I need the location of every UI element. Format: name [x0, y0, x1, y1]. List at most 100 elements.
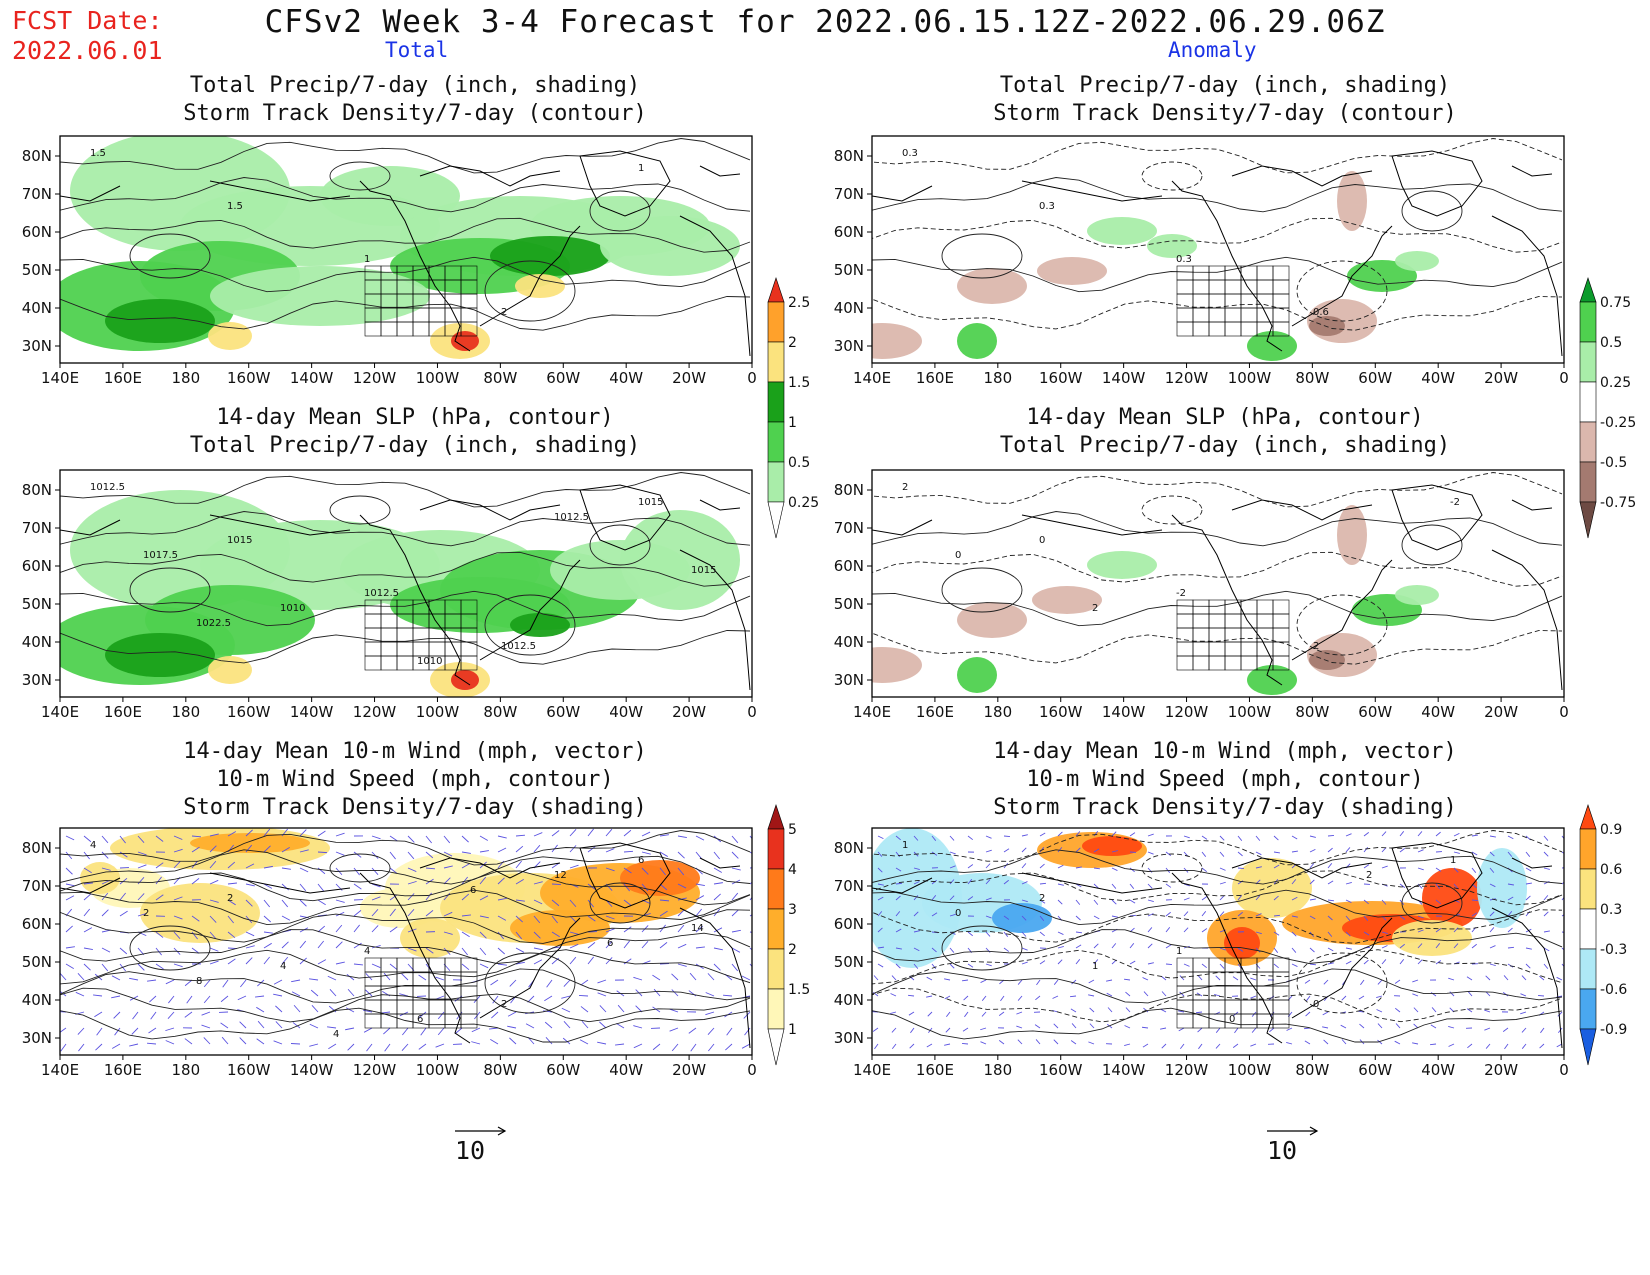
- wind-vector: [1093, 848, 1100, 853]
- wind-vector: [1219, 867, 1226, 871]
- wind-vector: [1219, 895, 1225, 901]
- contour-lines: [60, 472, 751, 665]
- wind-vector: [1417, 831, 1423, 837]
- x-tick-label: 180: [983, 703, 1012, 721]
- contour-loop: [589, 882, 651, 924]
- wind-vector: [1250, 1043, 1257, 1047]
- wind-vector: [569, 864, 579, 869]
- wind-vector: [944, 995, 951, 1000]
- wind-vector: [353, 883, 362, 890]
- wind-vector: [913, 895, 919, 901]
- wind-vector: [1219, 963, 1225, 969]
- x-tick-label: 80W: [483, 369, 517, 387]
- wind-vector: [913, 911, 919, 917]
- wind-vector: [713, 927, 723, 933]
- wind-vector: [371, 867, 379, 875]
- contour-label: 6: [470, 885, 476, 896]
- wind-vector: [1075, 944, 1082, 949]
- wind-vector: [389, 835, 398, 842]
- wind-vector: [1237, 911, 1243, 917]
- wind-vector: [240, 979, 247, 988]
- wind-vector: [677, 963, 687, 967]
- colorbar-label: 2: [788, 335, 797, 351]
- y-tick-label: 30N: [834, 671, 864, 689]
- wind-vector: [1327, 899, 1335, 902]
- shading-region: [510, 910, 610, 946]
- wind-vector: [1075, 831, 1081, 837]
- wind-vector: [245, 957, 253, 965]
- wind-vector: [221, 1036, 229, 1045]
- wind-vector: [1250, 995, 1257, 999]
- wind-vector: [209, 833, 219, 837]
- wind-vector: [1309, 848, 1316, 853]
- wind-vector: [1485, 1043, 1491, 1049]
- x-tick-label: 0: [1559, 1061, 1569, 1079]
- wind-vector: [173, 896, 183, 901]
- wind-vector: [1215, 975, 1221, 981]
- wind-vector: [1165, 911, 1171, 917]
- wind-vector: [749, 963, 752, 968]
- wind-vector: [239, 1021, 247, 1029]
- wind-vector: [490, 1038, 499, 1045]
- wind-vector: [605, 957, 613, 965]
- contour-label: 1010: [417, 656, 442, 667]
- shading-region: [210, 266, 430, 326]
- y-tick-label: 80N: [834, 481, 864, 499]
- coastline: [1511, 499, 1553, 511]
- contour-label: 6: [417, 1014, 423, 1025]
- wind-vector: [641, 883, 649, 892]
- wind-vector: [1359, 1023, 1365, 1029]
- wind-vector: [1201, 963, 1207, 969]
- contour-loop: [129, 925, 211, 971]
- contour-line: [872, 551, 1563, 587]
- wind-vector: [945, 1027, 951, 1033]
- wind-vector: [515, 931, 523, 940]
- wind-vector: [497, 877, 505, 885]
- wind-vector: [599, 1005, 607, 1013]
- contour-lines: [872, 138, 1563, 331]
- wind-vector: [309, 1043, 319, 1047]
- wind-vector: [1057, 946, 1064, 949]
- wind-vector: [1449, 991, 1455, 997]
- wind-vector: [1412, 993, 1419, 997]
- wind-vector: [371, 925, 379, 933]
- wind-vector: [1197, 975, 1203, 981]
- map-panel-precip-anomaly: 0.3 0.3 0.3 0.6 140E 160E 180 160W 140W 120W 100W 8…: [834, 135, 1569, 387]
- wind-vector: [1363, 847, 1369, 853]
- contour-label: 1.5: [227, 201, 243, 212]
- wind-vector: [1142, 977, 1149, 981]
- wind-vector: [931, 879, 937, 885]
- x-tick-label: 0: [747, 1061, 757, 1079]
- contour-line: [872, 889, 1563, 926]
- x-tick-label: 100W: [1228, 1061, 1272, 1079]
- wind-vector: [443, 835, 451, 844]
- wind-vector: [1075, 931, 1083, 934]
- wind-vector: [335, 941, 343, 949]
- wind-vector: [402, 1027, 409, 1036]
- contour-label: 4: [364, 946, 370, 957]
- wind-vector: [507, 1025, 517, 1029]
- wind-vector: [581, 1020, 589, 1029]
- shading-region: [957, 268, 1027, 304]
- wind-vector: [877, 883, 884, 886]
- colorbar-end-arrow: [1579, 277, 1597, 303]
- wind-vector: [1489, 911, 1495, 917]
- wind-vector: [708, 1043, 715, 1052]
- colorbar-label: -0.9: [1600, 1022, 1627, 1038]
- wind-vector: [1363, 899, 1369, 905]
- wind-vector: [1129, 914, 1137, 917]
- state-boundary: [1272, 321, 1290, 337]
- wind-vector: [623, 829, 632, 837]
- coastline: [1491, 907, 1563, 1049]
- wind-vector: [985, 849, 992, 853]
- wind-vector: [1525, 947, 1532, 950]
- wind-vector: [1435, 960, 1442, 965]
- wind-vector: [1165, 927, 1171, 933]
- coastline: [1491, 215, 1563, 357]
- contour-loop: [1401, 882, 1463, 924]
- wind-vector: [1003, 835, 1011, 837]
- colorbar-storm-total: 5 4 3 2 1.5 1: [767, 804, 810, 1066]
- wind-vector: [690, 1043, 697, 1052]
- wind-vector: [497, 963, 507, 966]
- wind-vector: [1525, 963, 1531, 969]
